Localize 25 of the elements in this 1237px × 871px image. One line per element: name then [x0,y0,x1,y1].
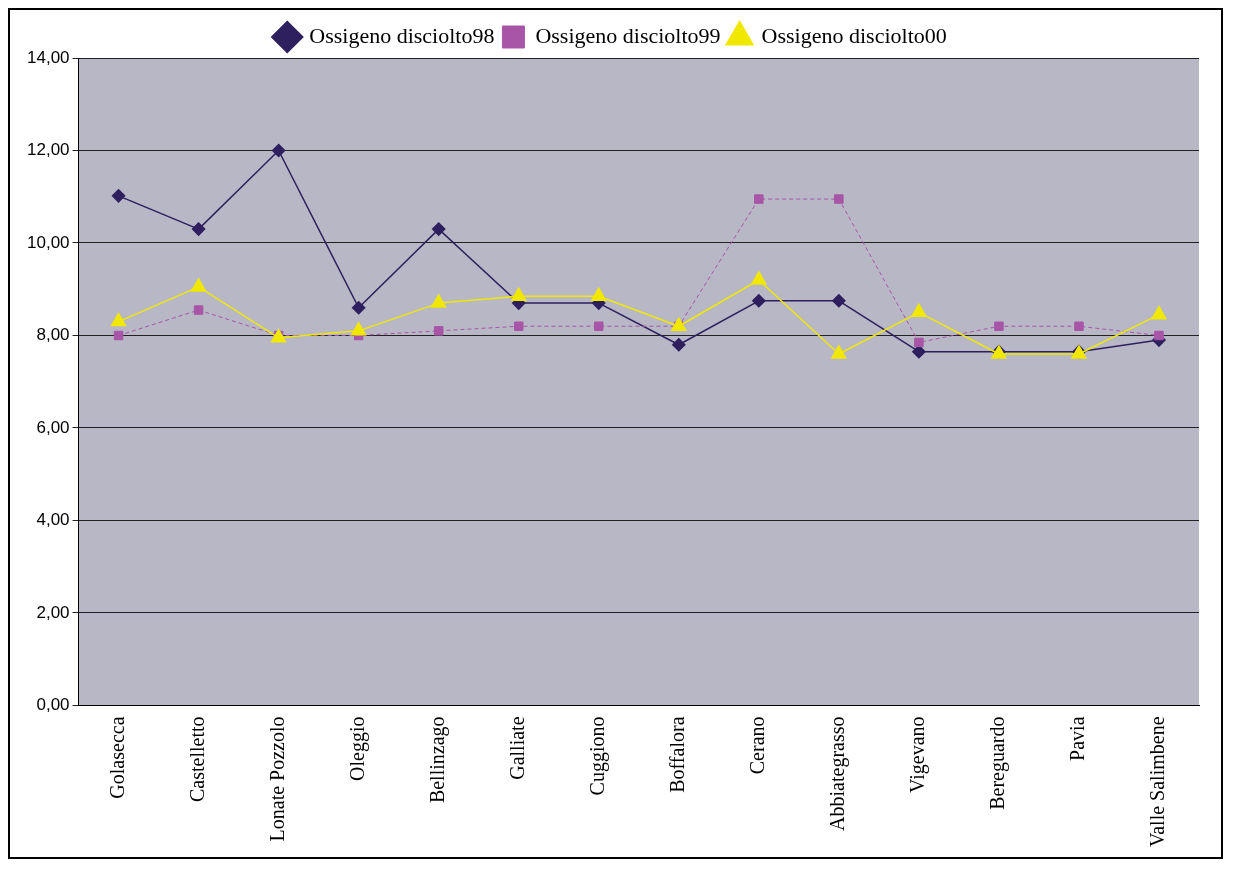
y-tick-label: 0,00 [36,695,70,715]
x-tick-label: Boffalora [666,716,689,793]
y-tick-label: 2,00 [36,602,70,622]
x-tick-label: Lonate Pozzolo [265,716,288,842]
x-tick-label: Abbiategrasso [826,716,850,831]
x-tick-label: Bereguardo [986,716,1010,810]
legend-label: Ossigeno disciolto99 [535,22,721,48]
legend-label: Ossigeno disciolto00 [761,22,947,48]
x-tick-label: Golasecca [105,716,128,799]
y-tick-label: 12,00 [26,140,70,160]
x-tick-label: Cuggiono [586,716,609,796]
x-tick-label: Valle Salimbene [1146,716,1169,848]
y-tick-label: 4,00 [36,510,70,530]
x-tick-label: Castelletto [185,716,208,803]
y-tick-label: 10,00 [26,232,70,252]
x-tick-label: Vigevano [906,716,930,794]
x-tick-label: Galliate [505,716,528,780]
legend-label: Ossigeno disciolto98 [309,22,495,48]
x-tick-label: Cerano [746,716,769,775]
x-tick-label: Bellinzago [425,716,449,804]
y-tick-label: 8,00 [36,325,70,345]
x-tick-label: Oleggio [345,716,369,781]
y-tick-label: 14,00 [26,47,70,67]
y-tick-label: 6,00 [36,417,70,437]
x-tick-label: Pavia [1066,716,1089,761]
